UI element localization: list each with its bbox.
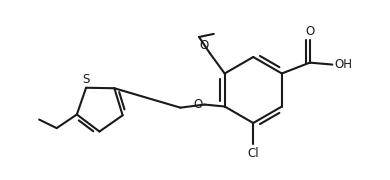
Text: Cl: Cl (247, 147, 259, 160)
Text: OH: OH (334, 58, 352, 71)
Text: O: O (305, 25, 314, 38)
Text: O: O (193, 98, 202, 111)
Text: S: S (82, 73, 90, 86)
Text: O: O (199, 39, 208, 52)
